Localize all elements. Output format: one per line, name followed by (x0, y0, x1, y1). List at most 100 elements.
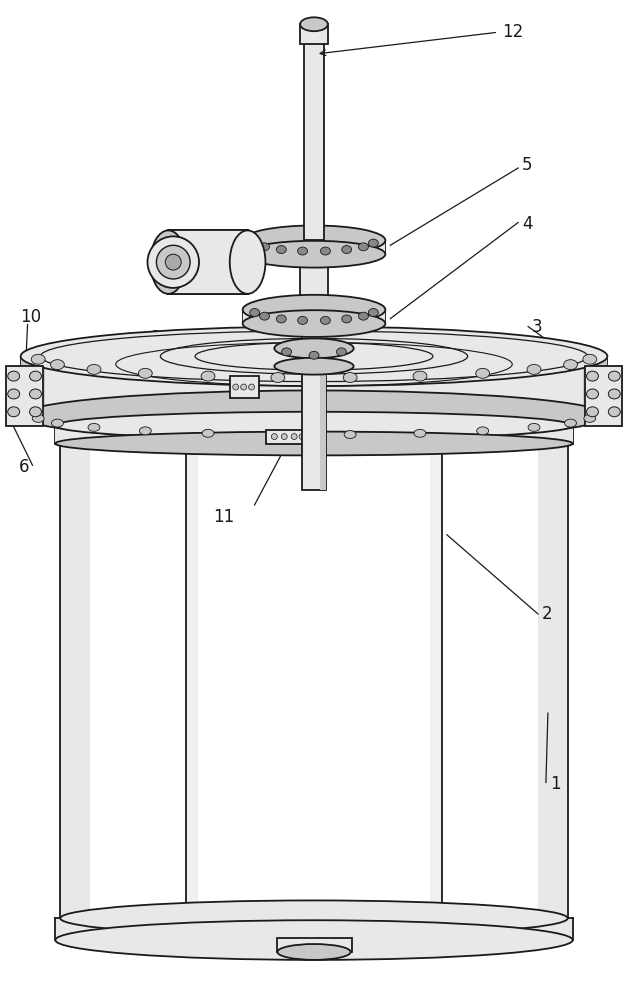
Ellipse shape (277, 315, 287, 323)
Ellipse shape (369, 239, 378, 247)
Ellipse shape (150, 230, 186, 294)
Ellipse shape (8, 389, 19, 399)
Ellipse shape (359, 243, 369, 251)
Ellipse shape (201, 371, 215, 381)
Ellipse shape (564, 419, 576, 427)
Polygon shape (430, 416, 442, 913)
Ellipse shape (248, 384, 255, 390)
Ellipse shape (139, 427, 151, 435)
Ellipse shape (55, 412, 572, 440)
Polygon shape (21, 356, 45, 416)
Polygon shape (277, 938, 352, 952)
Ellipse shape (275, 338, 354, 358)
Ellipse shape (300, 17, 328, 31)
Ellipse shape (309, 351, 319, 359)
Ellipse shape (8, 371, 19, 381)
Ellipse shape (271, 434, 277, 440)
Polygon shape (266, 430, 308, 444)
Text: 8: 8 (150, 329, 161, 347)
Polygon shape (60, 416, 90, 918)
Ellipse shape (243, 310, 386, 337)
Polygon shape (55, 426, 572, 444)
Text: 9: 9 (90, 337, 101, 355)
Text: 2: 2 (542, 605, 552, 623)
Ellipse shape (60, 900, 567, 936)
Ellipse shape (202, 429, 214, 437)
Ellipse shape (260, 243, 270, 251)
Ellipse shape (21, 390, 608, 441)
Polygon shape (243, 240, 386, 254)
Ellipse shape (147, 236, 199, 288)
Polygon shape (302, 272, 326, 490)
Ellipse shape (608, 389, 620, 399)
Ellipse shape (477, 427, 488, 435)
Ellipse shape (608, 371, 620, 381)
Ellipse shape (369, 309, 378, 316)
Text: 11: 11 (213, 508, 234, 526)
Ellipse shape (29, 407, 41, 417)
Ellipse shape (195, 342, 433, 370)
Ellipse shape (31, 354, 45, 364)
Ellipse shape (277, 944, 350, 960)
Ellipse shape (343, 373, 357, 382)
Ellipse shape (342, 315, 352, 323)
Polygon shape (55, 918, 572, 940)
Ellipse shape (277, 246, 287, 254)
Ellipse shape (414, 429, 426, 437)
Text: 10: 10 (21, 308, 42, 326)
Ellipse shape (272, 431, 284, 439)
Ellipse shape (21, 327, 608, 386)
Polygon shape (582, 356, 608, 416)
Ellipse shape (564, 360, 577, 370)
Ellipse shape (298, 316, 307, 324)
Ellipse shape (241, 384, 246, 390)
Ellipse shape (88, 423, 100, 431)
Ellipse shape (166, 254, 181, 270)
Ellipse shape (337, 348, 347, 356)
Ellipse shape (8, 407, 19, 417)
Ellipse shape (233, 384, 239, 390)
Ellipse shape (608, 407, 620, 417)
Ellipse shape (51, 360, 65, 370)
Polygon shape (300, 24, 328, 44)
Polygon shape (300, 254, 328, 310)
Ellipse shape (298, 247, 307, 255)
Text: 1: 1 (550, 775, 561, 793)
Polygon shape (320, 272, 326, 490)
Ellipse shape (51, 419, 63, 427)
Ellipse shape (139, 368, 152, 378)
Text: 3: 3 (532, 318, 543, 336)
Ellipse shape (282, 348, 292, 356)
Ellipse shape (32, 414, 44, 422)
Polygon shape (168, 230, 248, 294)
Ellipse shape (260, 312, 270, 320)
Polygon shape (21, 356, 608, 416)
Ellipse shape (243, 295, 386, 325)
Ellipse shape (243, 225, 386, 255)
Polygon shape (584, 366, 622, 426)
Ellipse shape (156, 245, 190, 279)
Ellipse shape (344, 431, 356, 439)
Ellipse shape (587, 389, 598, 399)
Polygon shape (538, 416, 567, 918)
Ellipse shape (275, 358, 354, 375)
Ellipse shape (55, 432, 572, 455)
Ellipse shape (527, 364, 541, 374)
Ellipse shape (583, 354, 597, 364)
Ellipse shape (271, 373, 285, 382)
Ellipse shape (587, 407, 598, 417)
Ellipse shape (584, 414, 596, 422)
Ellipse shape (55, 920, 572, 960)
Ellipse shape (291, 434, 297, 440)
Polygon shape (229, 376, 260, 398)
Ellipse shape (413, 371, 427, 381)
Ellipse shape (342, 246, 352, 254)
Ellipse shape (250, 309, 260, 316)
Ellipse shape (320, 247, 330, 255)
Ellipse shape (476, 368, 490, 378)
Ellipse shape (587, 371, 598, 381)
Ellipse shape (229, 230, 265, 294)
Ellipse shape (320, 316, 330, 324)
Ellipse shape (528, 423, 540, 431)
Polygon shape (186, 416, 198, 913)
